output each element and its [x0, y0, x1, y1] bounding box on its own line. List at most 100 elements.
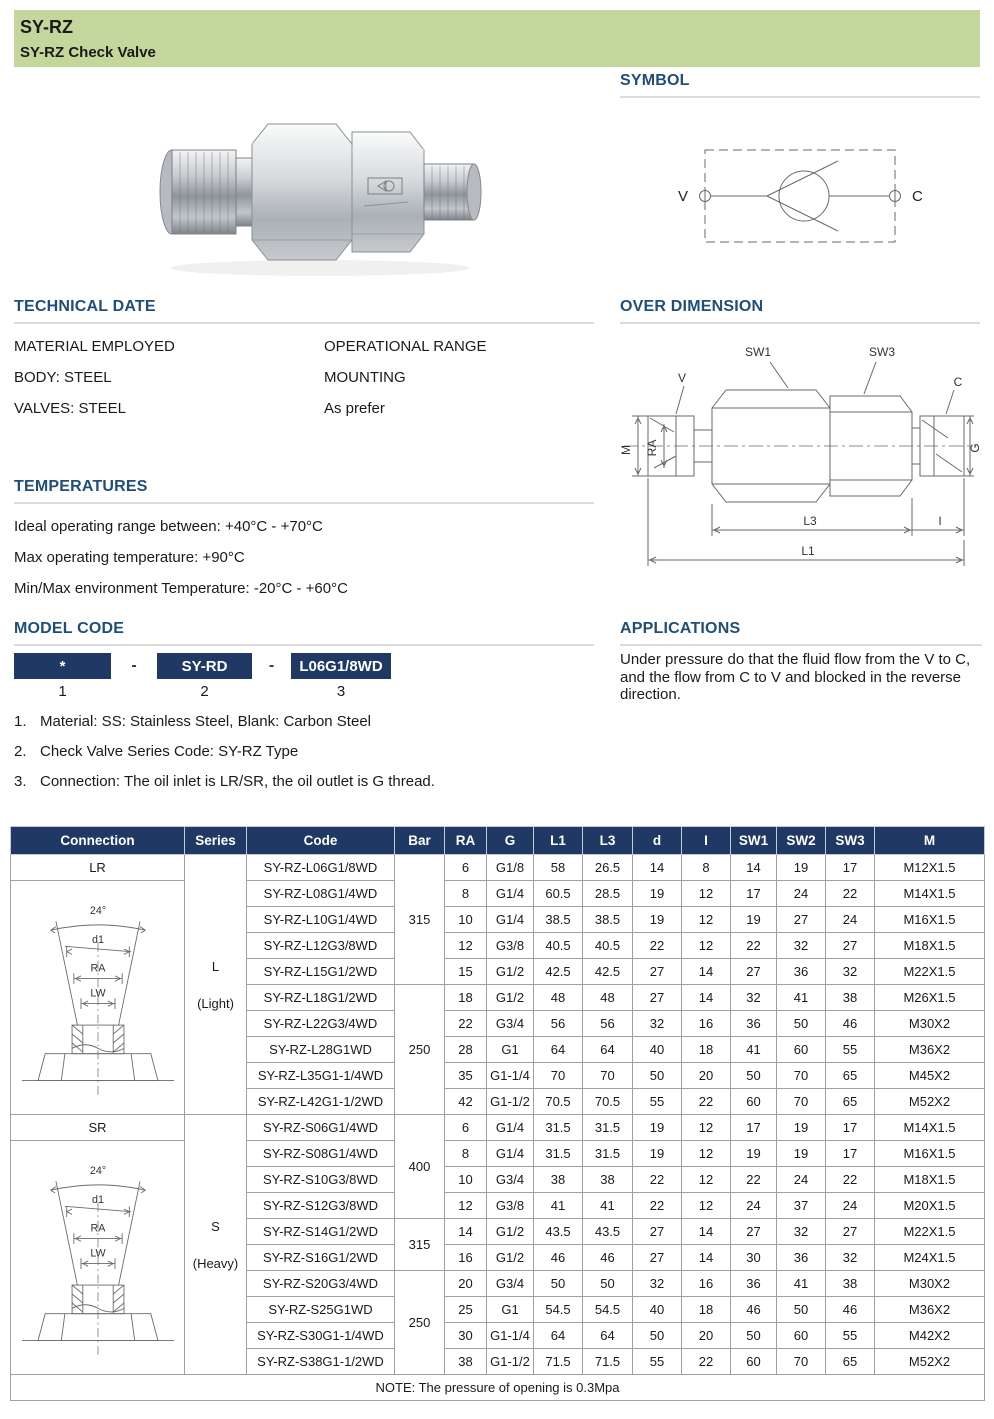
series-type: (Heavy) — [192, 1255, 239, 1271]
dim-label-sw1: SW1 — [745, 345, 771, 359]
value-cell: 8 — [444, 1140, 487, 1167]
value-cell: 56 — [533, 1010, 583, 1037]
value-cell: 48 — [582, 984, 633, 1011]
value-cell: 55 — [825, 1036, 875, 1063]
model-code-box-2: SY-RD — [157, 653, 252, 679]
value-cell: M12X1.5 — [874, 854, 985, 881]
model-code-note-3: 3. Connection: The oil inlet is LR/SR, th… — [14, 773, 594, 790]
value-cell: G1-1/2 — [486, 1348, 534, 1375]
value-cell: 27 — [632, 984, 682, 1011]
value-cell: 32 — [776, 932, 826, 959]
value-cell: 50 — [730, 1322, 777, 1349]
code-cell: SY-RZ-L08G1/4WD — [246, 880, 395, 907]
value-cell: 55 — [825, 1322, 875, 1349]
value-cell: M45X2 — [874, 1062, 985, 1089]
value-cell: 22 — [444, 1010, 487, 1037]
value-cell: 12 — [681, 880, 731, 907]
symbol-heading: SYMBOL — [620, 72, 980, 98]
model-code-box-3: L06G1/8WD — [291, 653, 391, 679]
value-cell: 14 — [444, 1218, 487, 1245]
value-cell: 19 — [632, 880, 682, 907]
value-cell: 64 — [533, 1322, 583, 1349]
temperatures-section: TEMPERATURES Ideal operating range betwe… — [14, 478, 594, 597]
code-cell: SY-RZ-L35G1-1/4WD — [246, 1062, 395, 1089]
technical-date-heading: TECHNICAL DATE — [14, 298, 594, 324]
code-cell: SY-RZ-L18G1/2WD — [246, 984, 395, 1011]
table-header-row: Connection Series Code Bar RA G L1 L3 d I SW1 SW2 SW… — [10, 826, 985, 855]
value-cell: 20 — [444, 1270, 487, 1297]
value-cell: 22 — [632, 1192, 682, 1219]
value-cell: G1/4 — [486, 906, 534, 933]
value-cell: 54.5 — [533, 1296, 583, 1323]
table-row: 24° d1 RA LW SY-RZ-L08G1/4WD 8 G1/4 60.5 28.… — [10, 880, 985, 1115]
dim-label-l3: L3 — [803, 514, 817, 528]
model-code-heading: MODEL CODE — [14, 620, 594, 646]
table-row: SY-RZ-L35G1-1/4WD 35 G1-1/4 70 70 50 20 50 70 65 M… — [11, 1062, 985, 1089]
note-number: 3. — [14, 773, 27, 790]
value-cell: 60 — [776, 1036, 826, 1063]
dim-label-v: V — [678, 371, 686, 385]
value-cell: 42 — [444, 1088, 487, 1115]
value-cell: M36X2 — [874, 1036, 985, 1063]
table-row: 24° d1 RA LW SY-RZ-S08G1/4WD 8 G1/4 31.5 31.… — [10, 1140, 985, 1375]
value-cell: 60 — [776, 1322, 826, 1349]
over-dimension-heading: OVER DIMENSION — [620, 298, 980, 324]
technical-date-section: TECHNICAL DATE MATERIAL EMPLOYED OPERATI… — [14, 298, 594, 417]
dim-label-ra: RA — [645, 440, 659, 457]
value-cell: 60 — [730, 1088, 777, 1115]
page-subtitle: SY-RZ Check Valve — [20, 44, 156, 61]
dim-label-l1: L1 — [801, 544, 815, 558]
value-cell: 24 — [776, 880, 826, 907]
value-cell: 12 — [681, 932, 731, 959]
value-cell: 50 — [582, 1270, 633, 1297]
dim-label-sw3: SW3 — [869, 345, 895, 359]
value-cell: 46 — [825, 1010, 875, 1037]
value-cell: 64 — [582, 1322, 633, 1349]
applications-text: Under pressure do that the fluid flow fr… — [620, 651, 971, 703]
dim-label-g: G — [968, 443, 982, 452]
value-cell: 32 — [825, 958, 875, 985]
code-cell: SY-RZ-S25G1WD — [246, 1296, 395, 1323]
temperatures-heading: TEMPERATURES — [14, 478, 594, 504]
value-cell: 46 — [582, 1244, 633, 1271]
value-cell: G1/4 — [486, 880, 534, 907]
value-cell: 65 — [825, 1062, 875, 1089]
series-cell: L (Light) — [184, 854, 247, 1115]
value-cell: 12 — [681, 1114, 731, 1141]
value-cell: 27 — [730, 958, 777, 985]
value-cell: 42.5 — [533, 958, 583, 985]
model-code-dash-2: - — [268, 657, 275, 674]
value-cell: G1-1/4 — [486, 1322, 534, 1349]
value-cell: 41 — [776, 984, 826, 1011]
value-cell: 14 — [681, 1244, 731, 1271]
value-cell: 32 — [632, 1010, 682, 1037]
value-cell: 70 — [582, 1062, 633, 1089]
value-cell: 71.5 — [582, 1348, 633, 1375]
col-header-series: Series — [184, 826, 247, 855]
col-header-l3: L3 — [582, 826, 633, 855]
value-cell: 16 — [444, 1244, 487, 1271]
code-cell: SY-RZ-L22G3/4WD — [246, 1010, 395, 1037]
value-cell: 22 — [681, 1088, 731, 1115]
connection-port-drawing: 24° d1 RA LW — [21, 905, 174, 1095]
value-cell: 50 — [632, 1062, 682, 1089]
value-cell: 16 — [681, 1270, 731, 1297]
dim-label-i: I — [938, 514, 941, 528]
value-cell: 26.5 — [582, 854, 633, 881]
mounting-label: MOUNTING — [324, 369, 406, 386]
value-cell: 36 — [730, 1270, 777, 1297]
value-cell: 24 — [776, 1166, 826, 1193]
value-cell: 24 — [825, 906, 875, 933]
value-cell: 22 — [632, 932, 682, 959]
env-temp-line: Min/Max environment Temperature: -20°C -… — [14, 580, 348, 597]
value-cell: 46 — [533, 1244, 583, 1271]
table-note: NOTE: The pressure of opening is 0.3Mpa — [10, 1374, 985, 1401]
note-number: 1. — [14, 713, 27, 730]
bar-cell: 315 — [394, 854, 445, 985]
value-cell: 58 — [533, 854, 583, 881]
model-code-number-2: 2 — [200, 683, 209, 700]
value-cell: 22 — [681, 1348, 731, 1375]
value-cell: G3/8 — [486, 1192, 534, 1219]
value-cell: 40 — [632, 1296, 682, 1323]
value-cell: 24 — [825, 1192, 875, 1219]
